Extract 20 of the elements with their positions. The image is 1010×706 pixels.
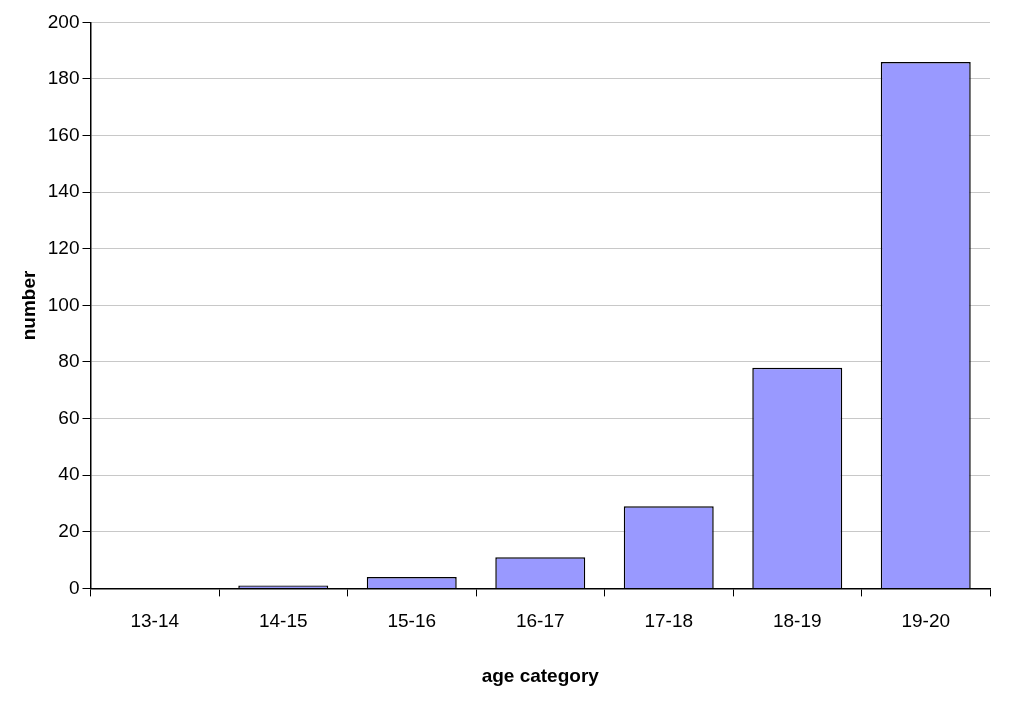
y-tick-label: 180 — [47, 67, 80, 89]
x-axis-title: age category — [481, 664, 600, 686]
y-tick-label: 100 — [47, 293, 80, 315]
y-tick-label: 160 — [47, 123, 80, 145]
y-tick-label: 80 — [58, 350, 80, 372]
x-tick-label: 15-16 — [387, 610, 437, 632]
x-tick-label: 13-14 — [130, 610, 180, 632]
y-tick-label: 140 — [47, 180, 80, 202]
y-tick-label: 40 — [58, 463, 80, 485]
x-tick-label: 17-18 — [644, 610, 694, 632]
y-tick-label: 0 — [68, 576, 80, 598]
x-tick-label: 19-20 — [901, 610, 951, 632]
x-tick-label: 16-17 — [515, 610, 565, 632]
y-tick-label: 20 — [58, 520, 80, 542]
y-tick-label: 60 — [58, 406, 80, 428]
x-tick-label: 18-19 — [772, 610, 822, 632]
y-axis-title: number — [17, 269, 39, 341]
y-tick-label: 120 — [47, 237, 80, 259]
y-tick-label: 200 — [47, 10, 80, 32]
x-tick-label: 14-15 — [258, 610, 308, 632]
